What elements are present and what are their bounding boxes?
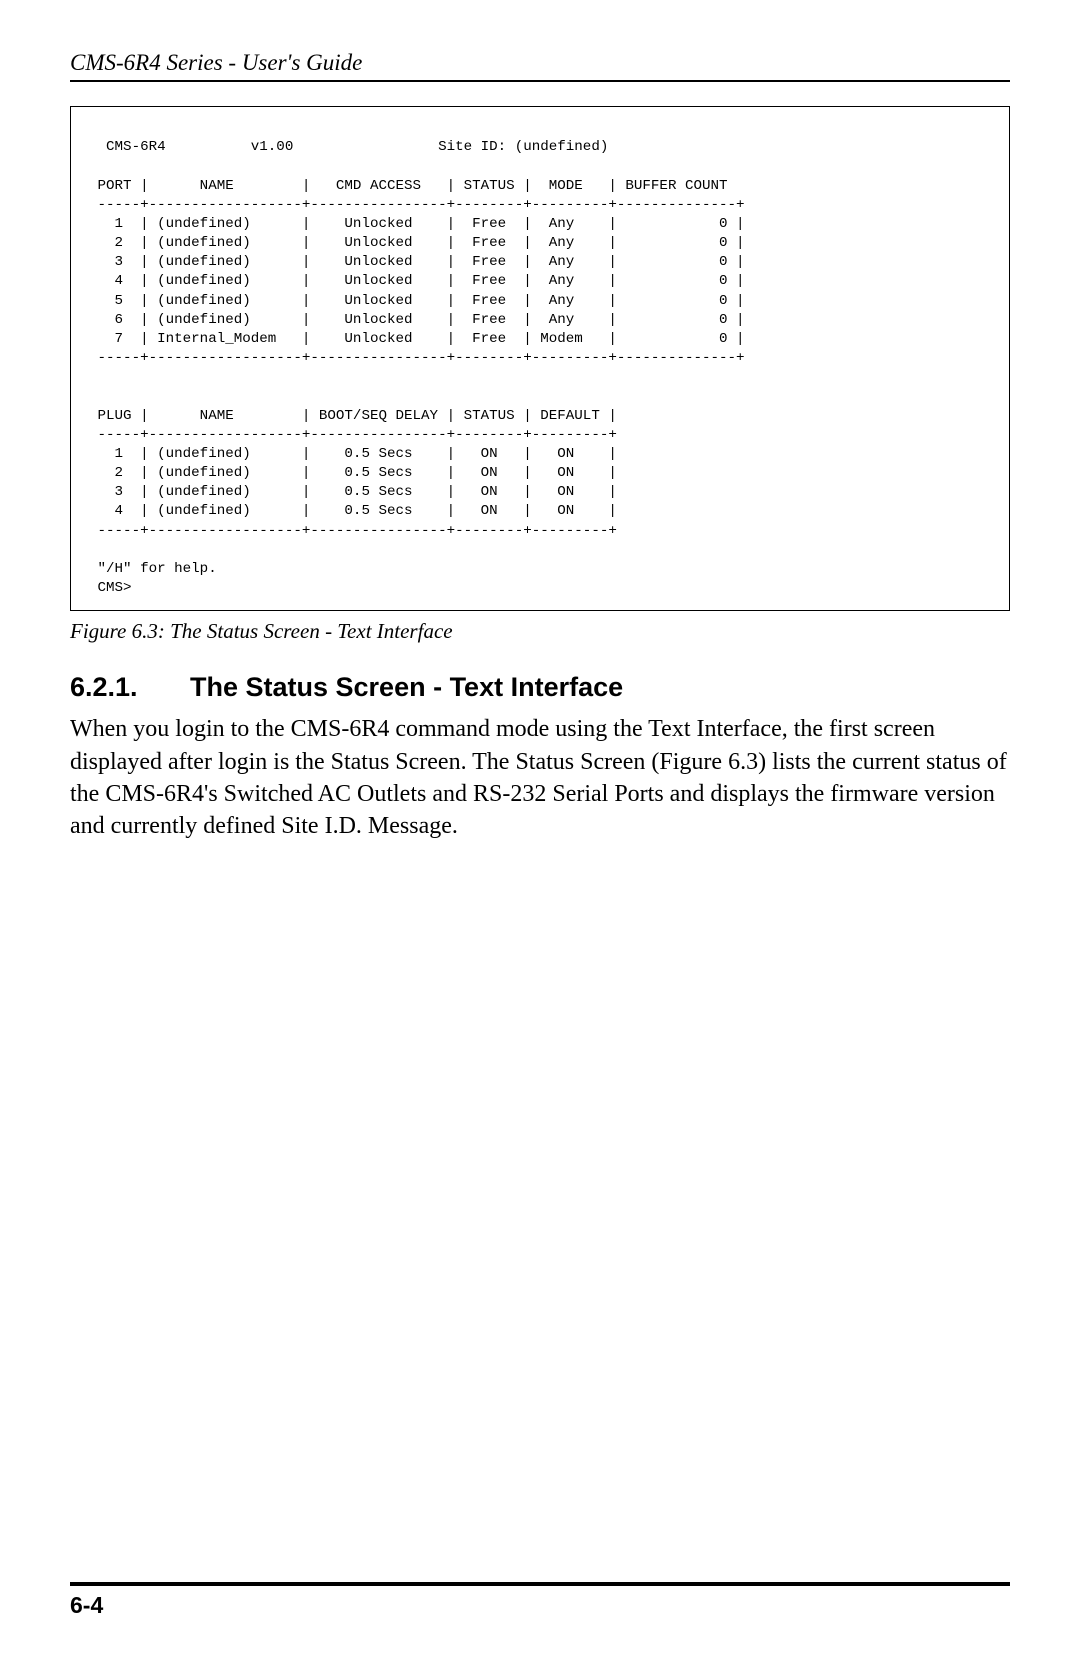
page-footer: 6-4 (70, 1582, 1010, 1619)
section-title: The Status Screen - Text Interface (190, 672, 623, 702)
terminal-line: "/H" for help. (89, 561, 217, 577)
terminal-row: 3 | (undefined) | 0.5 Secs | ON | ON | (89, 484, 617, 500)
section-number: 6.2.1. (70, 672, 190, 703)
terminal-line: PORT | NAME | CMD ACCESS | STATUS | MODE… (89, 178, 728, 194)
terminal-row: 3 | (undefined) | Unlocked | Free | Any … (89, 254, 745, 270)
terminal-screenshot: CMS-6R4 v1.00 Site ID: (undefined) PORT … (70, 106, 1010, 611)
terminal-row: 7 | Internal_Modem | Unlocked | Free | M… (89, 331, 745, 347)
terminal-line: PLUG | NAME | BOOT/SEQ DELAY | STATUS | … (89, 408, 617, 424)
running-header: CMS-6R4 Series - User's Guide (70, 50, 1010, 82)
terminal-row: 4 | (undefined) | Unlocked | Free | Any … (89, 273, 745, 289)
page-number: 6-4 (70, 1592, 103, 1618)
terminal-line: -----+------------------+---------------… (89, 523, 617, 539)
section-heading: 6.2.1.The Status Screen - Text Interface (70, 672, 1010, 703)
terminal-row: 6 | (undefined) | Unlocked | Free | Any … (89, 312, 745, 328)
terminal-line: CMS-6R4 v1.00 Site ID: (undefined) (89, 139, 608, 155)
terminal-row: 2 | (undefined) | 0.5 Secs | ON | ON | (89, 465, 617, 481)
terminal-line: -----+------------------+---------------… (89, 427, 617, 443)
terminal-row: 2 | (undefined) | Unlocked | Free | Any … (89, 235, 745, 251)
terminal-prompt: CMS> (89, 580, 132, 596)
figure-caption: Figure 6.3: The Status Screen - Text Int… (70, 619, 1010, 644)
document-page: CMS-6R4 Series - User's Guide CMS-6R4 v1… (0, 0, 1080, 1669)
terminal-row: 1 | (undefined) | 0.5 Secs | ON | ON | (89, 446, 617, 462)
terminal-row: 1 | (undefined) | Unlocked | Free | Any … (89, 216, 745, 232)
terminal-line: -----+------------------+---------------… (89, 350, 745, 366)
terminal-row: 4 | (undefined) | 0.5 Secs | ON | ON | (89, 503, 617, 519)
terminal-line: -----+------------------+---------------… (89, 197, 745, 213)
terminal-row: 5 | (undefined) | Unlocked | Free | Any … (89, 293, 745, 309)
section-body: When you login to the CMS-6R4 command mo… (70, 713, 1010, 843)
